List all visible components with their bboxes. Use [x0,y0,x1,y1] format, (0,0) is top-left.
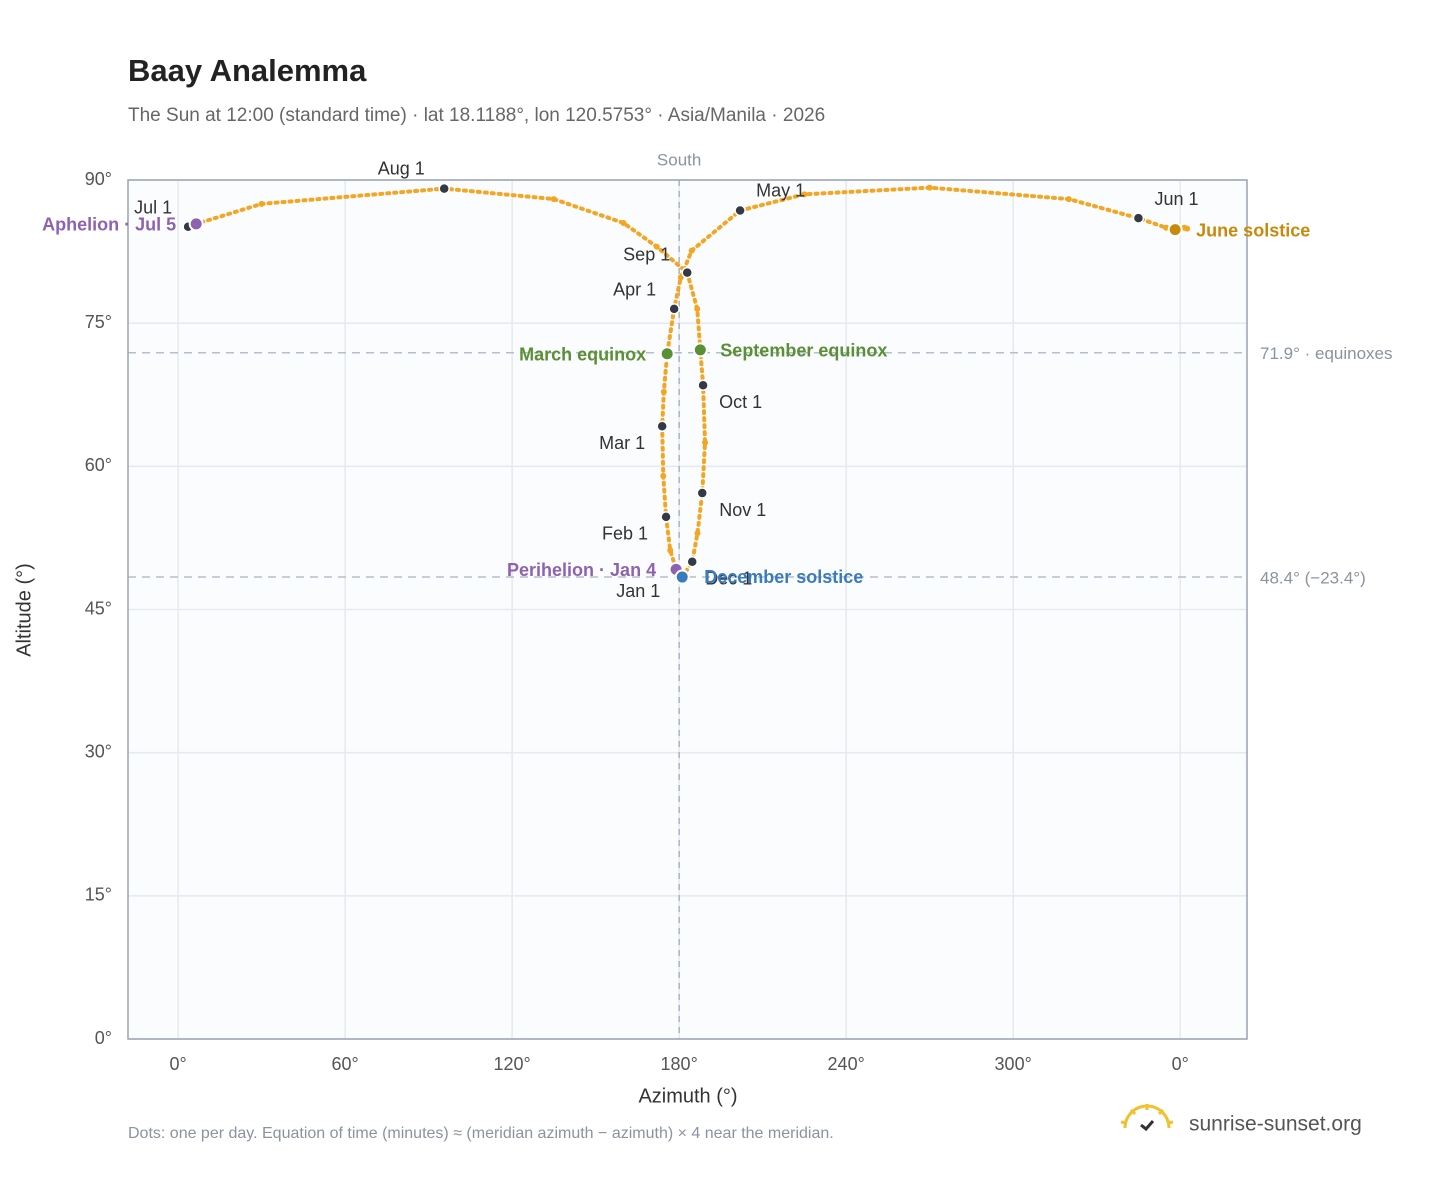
x-tick-label: 0° [1172,1054,1189,1074]
daily-dot [620,219,627,226]
daily-dot [694,305,701,312]
brand-logo [1120,1104,1174,1132]
daily-dot [667,547,674,554]
x-tick-label: 180° [661,1054,698,1074]
month-marker [656,420,668,432]
y-tick-label: 75° [85,312,112,332]
reference-label: 48.4° (−23.4°) [1260,569,1366,588]
event-label: September equinox [720,341,887,361]
x-tick-label: 240° [828,1054,865,1074]
month-label: Sep 1 [623,244,670,264]
x-tick-label: 60° [332,1054,359,1074]
month-label: Jun 1 [1154,189,1198,209]
x-tick-label: 0° [169,1054,186,1074]
month-marker [696,487,709,499]
y-tick-label: 60° [85,455,112,475]
daily-dot [702,439,709,446]
event-label: June solstice [1196,220,1310,240]
month-label: Jul 1 [134,198,172,218]
month-label: Oct 1 [719,392,762,412]
event-label: Aphelion · Jul 5 [42,215,176,235]
daily-dot [688,247,695,254]
month-label: Nov 1 [719,500,766,520]
event-marker [692,342,708,358]
daily-dot [1065,196,1072,203]
event-marker [188,216,204,232]
month-marker [1132,212,1145,224]
daily-dot [926,184,933,191]
y-tick-label: 30° [85,741,112,761]
daily-dot [653,243,660,250]
chart-title: Baay Analemma [128,53,367,88]
month-label: Dec 1 [705,569,752,589]
month-marker [734,204,746,217]
y-tick-label: 90° [85,169,112,189]
plot-border [127,179,1248,1040]
y-tick-label: 15° [85,885,112,905]
daily-dot [1184,225,1191,232]
footnote: Dots: one per day. Equation of time (min… [128,1125,834,1142]
event-marker [659,346,675,362]
month-label: May 1 [756,180,805,200]
x-axis-label: Azimuth (°) [638,1085,737,1107]
daily-dot [694,530,701,537]
x-tick-label: 300° [995,1054,1032,1074]
daily-dot [660,388,667,395]
event-label: December solstice [704,567,863,587]
event-label: March equinox [519,344,646,364]
month-label: Jan 1 [616,581,660,601]
daily-dot [660,472,667,479]
daily-dot [677,274,684,281]
event-marker [1167,222,1183,238]
month-marker [438,182,450,195]
month-label: Feb 1 [602,524,648,544]
month-label: Aug 1 [378,158,425,178]
y-axis-label: Altitude (°) [13,563,35,657]
reference-label: 71.9° · equinoxes [1260,344,1393,363]
daily-dot [801,191,808,198]
event-label: Perihelion · Jan 4 [507,560,656,580]
month-marker [697,379,709,391]
marks [182,182,1191,585]
month-marker [681,266,693,279]
month-label: Apr 1 [613,280,656,300]
month-marker [668,303,680,315]
x-tick-label: 120° [494,1054,531,1074]
month-marker [686,556,698,568]
y-tick-label: 0° [95,1028,112,1048]
meridian-label: South [657,150,701,169]
event-marker [674,569,690,585]
chart-subtitle: The Sun at 12:00 (standard time) · lat 1… [128,105,825,126]
daily-dot [550,196,557,203]
month-marker [660,511,672,523]
brand: sunrise-sunset.org [1189,1113,1362,1136]
y-tick-label: 45° [85,598,112,618]
daily-dot [258,200,265,207]
month-label: Mar 1 [599,433,645,453]
